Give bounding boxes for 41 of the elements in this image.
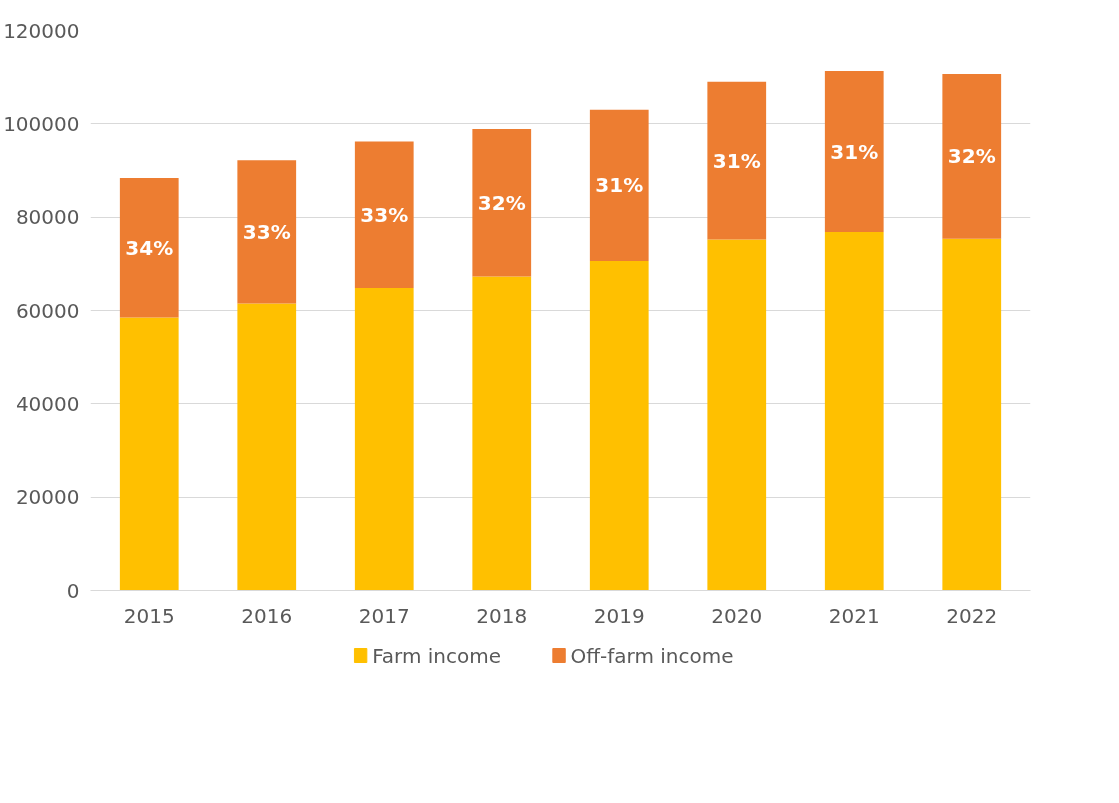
x-tick-label: 2020: [711, 603, 763, 628]
legend-label: Off-farm income: [570, 643, 734, 668]
bar: [354, 141, 414, 289]
bar: [824, 71, 884, 233]
bar: [707, 239, 767, 591]
x-tick-label: 2019: [593, 603, 645, 628]
annotation: 33%: [242, 219, 291, 244]
y-tick-label: 80000: [15, 205, 80, 230]
bar: [237, 160, 297, 304]
bar: [119, 317, 179, 591]
bar: [354, 288, 414, 591]
bar: [942, 73, 1002, 239]
y-tick-label: 100000: [3, 111, 80, 136]
annotation: 31%: [712, 148, 761, 173]
annotation: 34%: [125, 235, 174, 260]
bar: [119, 177, 179, 318]
y-tick-label: 20000: [15, 485, 80, 510]
bar: [942, 238, 1002, 591]
annotation: 32%: [477, 190, 526, 215]
y-tick-label: 120000: [3, 18, 80, 43]
annotation: 32%: [947, 144, 996, 169]
bar: [472, 128, 532, 277]
bar: [707, 81, 767, 240]
y-tick-label: 60000: [15, 298, 80, 323]
y-tick-label: 0: [66, 578, 80, 603]
x-tick-label: 2017: [358, 603, 410, 628]
annotation: 31%: [830, 139, 879, 164]
annotation: 31%: [595, 173, 644, 198]
legend-label: Farm income: [372, 643, 502, 668]
x-tick-label: 2016: [241, 603, 293, 628]
bar: [824, 232, 884, 591]
y-tick-label: 40000: [15, 391, 80, 416]
x-tick-label: 2021: [828, 603, 880, 628]
x-tick-label: 2015: [123, 603, 175, 628]
bar: [589, 109, 649, 262]
x-tick-label: 2018: [476, 603, 528, 628]
bar: [472, 276, 532, 591]
bar: [237, 303, 297, 591]
annotation: 33%: [360, 202, 409, 227]
bar: [589, 261, 649, 591]
x-tick-label: 2022: [946, 603, 998, 628]
